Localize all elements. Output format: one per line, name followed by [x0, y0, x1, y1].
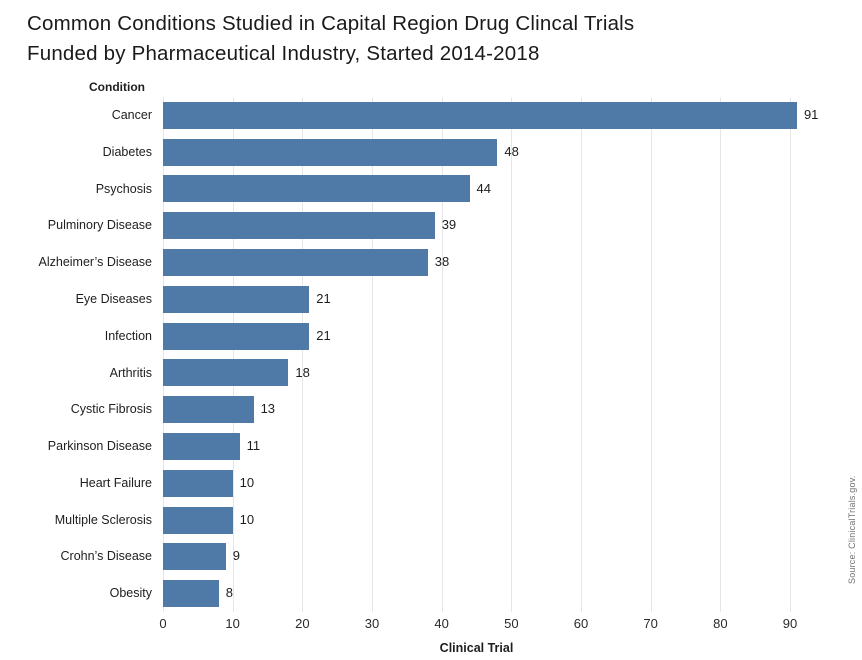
- value-label: 21: [316, 327, 331, 343]
- gridline: [441, 97, 443, 612]
- x-tick-label: 0: [159, 616, 167, 631]
- bar: [163, 580, 219, 608]
- gridline: [720, 97, 722, 612]
- x-tick-label: 90: [782, 616, 798, 631]
- category-label: Alzheimer’s Disease: [38, 255, 152, 270]
- bar: [163, 543, 226, 571]
- category-label: Diabetes: [102, 144, 152, 159]
- value-label: 21: [316, 290, 331, 306]
- gridline: [372, 97, 373, 612]
- x-tick-label: 70: [643, 616, 658, 631]
- bar: [163, 101, 797, 129]
- category-label: Parkinson Disease: [47, 439, 152, 454]
- value-label: 10: [239, 474, 255, 490]
- x-tick-label: 30: [364, 616, 380, 631]
- bar: [163, 506, 233, 534]
- category-label: Cystic Fibrosis: [70, 402, 152, 417]
- value-label: 9: [232, 548, 240, 564]
- x-tick-label: 40: [434, 616, 449, 631]
- x-tick-label: 20: [295, 616, 310, 631]
- category-label: Eye Diseases: [75, 291, 152, 306]
- value-label: 13: [260, 401, 276, 417]
- bar: [163, 249, 428, 277]
- gridline: [511, 97, 513, 612]
- category-axis-title: Condition: [89, 80, 145, 94]
- x-tick-label: 60: [573, 616, 589, 631]
- bar: [163, 359, 289, 387]
- category-label: Heart Failure: [79, 475, 152, 490]
- bar: [163, 212, 435, 240]
- category-label: Obesity: [109, 586, 152, 601]
- gridline: [790, 97, 791, 612]
- category-label: Pulminory Disease: [47, 218, 152, 233]
- x-axis-title: Clinical Trial: [439, 641, 514, 655]
- x-tick-label: 50: [504, 616, 519, 631]
- category-label: Crohn’s Disease: [60, 549, 152, 564]
- x-tick-label: 80: [713, 616, 728, 631]
- x-tick-label: 10: [225, 616, 240, 631]
- value-label: 8: [225, 585, 233, 601]
- chart-title-line1: Common Conditions Studied in Capital Reg…: [27, 12, 635, 35]
- value-label: 10: [239, 511, 255, 527]
- category-label: Multiple Sclerosis: [54, 512, 152, 527]
- value-label: 39: [441, 217, 457, 233]
- bar: [163, 469, 233, 497]
- bar: [163, 285, 310, 313]
- gridline: [302, 97, 304, 612]
- value-label: 18: [295, 364, 310, 380]
- value-label: 44: [476, 180, 491, 196]
- category-label: Cancer: [111, 108, 152, 122]
- bar: [163, 432, 240, 460]
- bar: [163, 322, 310, 350]
- value-label: 38: [434, 254, 450, 270]
- category-label: Arthritis: [109, 365, 152, 380]
- source-note: Source: ClinicalTrials.gov.: [847, 475, 857, 584]
- bar: [163, 138, 498, 166]
- bar: [163, 175, 470, 203]
- category-label: Infection: [104, 328, 152, 343]
- value-label: 11: [246, 438, 261, 454]
- gridline: [232, 97, 234, 612]
- chart-title: Common Conditions Studied in Capital Reg…: [27, 9, 634, 69]
- bar: [163, 396, 254, 424]
- gridline: [581, 97, 582, 612]
- gridline: [650, 97, 652, 612]
- value-label: 91: [803, 107, 819, 122]
- value-label: 48: [504, 143, 519, 159]
- category-label: Psychosis: [95, 181, 152, 196]
- chart-title-line2: Funded by Pharmaceutical Industry, Start…: [27, 42, 540, 65]
- gridline: [163, 97, 164, 612]
